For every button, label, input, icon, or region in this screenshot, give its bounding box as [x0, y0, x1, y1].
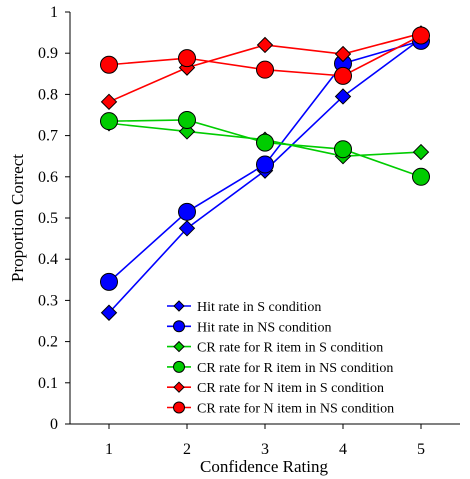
data-point-circle [178, 49, 196, 68]
legend-label: Hit rate in NS condition [197, 320, 332, 335]
y-tick-label: 0.5 [38, 210, 58, 227]
data-point-circle [256, 133, 274, 152]
data-point-diamond [100, 93, 118, 111]
legend-label: CR rate for R item in NS condition [197, 361, 393, 376]
x-axis-ticks: 1 2 3 4 5 [105, 424, 425, 458]
x-tick-label: 3 [261, 441, 269, 458]
data-point-diamond [412, 143, 430, 161]
y-tick-label: 0.6 [38, 169, 58, 186]
y-tick-label: 1 [50, 4, 58, 21]
series-line [100, 26, 430, 85]
y-tick-label: 0 [50, 416, 58, 433]
data-point-circle [412, 167, 430, 186]
series-group [100, 25, 430, 321]
legend: Hit rate in S condition Hit rate in NS co… [167, 300, 394, 417]
data-point-diamond [173, 381, 185, 393]
data-point-circle [173, 320, 185, 333]
legend-item: CR rate for R item in S condition [167, 341, 383, 356]
legend-label: CR rate for N item in NS condition [197, 402, 394, 417]
legend-item: CR rate for N item in NS condition [167, 401, 394, 417]
data-point-diamond [334, 45, 352, 63]
data-point-circle [173, 360, 185, 373]
y-tick-label: 0.8 [38, 86, 58, 103]
legend-item: CR rate for R item in NS condition [167, 360, 393, 376]
data-point-circle [100, 112, 118, 131]
data-point-diamond [173, 340, 185, 353]
x-tick-label: 2 [183, 441, 191, 458]
y-axis-ticks: 0 0.1 0.2 0.3 0.4 0.5 0.6 0.7 0.8 0.9 1 [38, 4, 70, 433]
x-tick-label: 1 [105, 441, 113, 458]
legend-item: Hit rate in S condition [167, 300, 321, 315]
legend-item: CR rate for N item in S condition [167, 381, 384, 396]
data-point-diamond [173, 300, 185, 312]
data-point-circle [334, 140, 352, 159]
x-tick-label: 5 [417, 441, 425, 458]
y-tick-label: 0.3 [38, 292, 58, 309]
data-point-circle [256, 155, 274, 174]
data-point-diamond [256, 36, 274, 54]
data-point-circle [173, 401, 185, 414]
data-point-diamond [178, 220, 196, 237]
y-tick-label: 0.9 [38, 45, 58, 62]
data-point-circle [412, 26, 430, 45]
x-axis-title: Confidence Rating [200, 457, 328, 476]
y-tick-label: 0.1 [38, 375, 58, 392]
x-tick-label: 4 [339, 441, 347, 458]
legend-label: CR rate for R item in S condition [197, 341, 383, 356]
data-point-diamond [334, 88, 352, 105]
data-point-circle [178, 110, 196, 129]
legend-item: Hit rate in NS condition [167, 320, 332, 335]
data-point-diamond [100, 304, 118, 321]
data-point-circle [100, 272, 118, 291]
data-point-circle [178, 202, 196, 221]
y-axis-title: Proportion Correct [8, 154, 27, 282]
series-line [100, 110, 430, 186]
y-tick-label: 0.2 [38, 334, 58, 351]
y-tick-label: 0.4 [38, 251, 58, 268]
legend-label: Hit rate in S condition [197, 300, 321, 315]
data-point-circle [334, 66, 352, 85]
data-point-circle [100, 55, 118, 74]
legend-label: CR rate for N item in S condition [197, 381, 384, 396]
y-tick-label: 0.7 [38, 128, 58, 145]
data-point-circle [256, 60, 274, 79]
